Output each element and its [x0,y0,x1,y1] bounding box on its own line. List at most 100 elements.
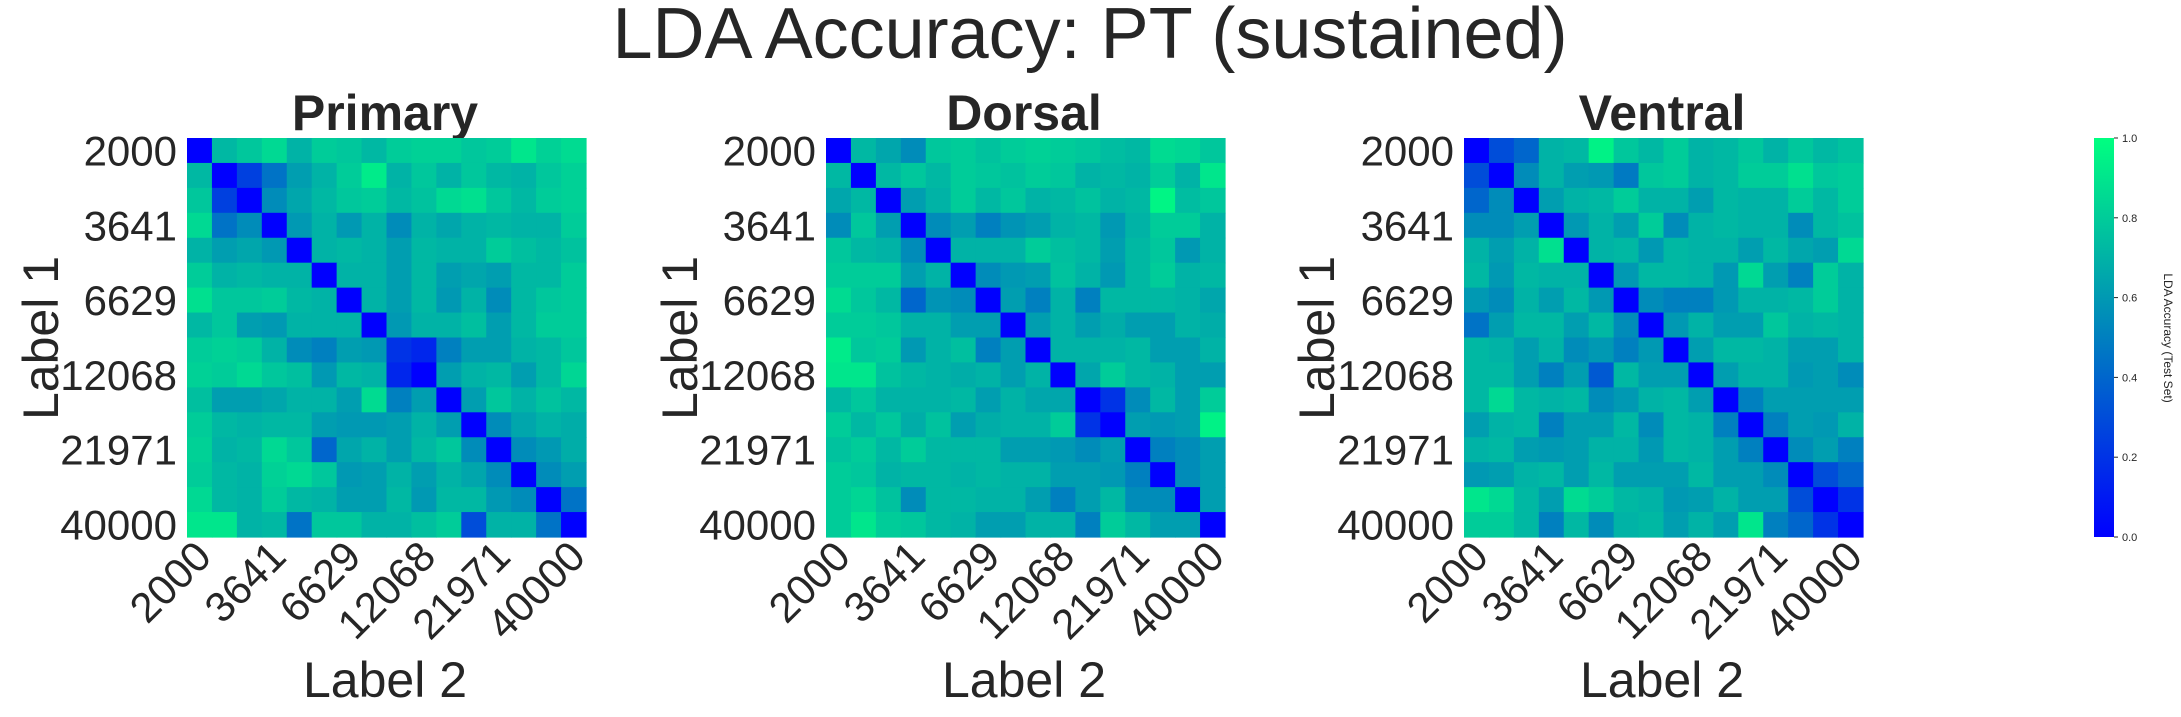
heatmap-cell [1075,187,1101,214]
heatmap-cell [1813,262,1839,289]
heatmap-cell [1464,262,1490,289]
heatmap-cell [1488,412,1515,438]
heatmap-cell [1813,387,1839,413]
heatmap-cell [1464,462,1490,488]
heatmap-cell [336,437,363,463]
heatmap-cell [1050,162,1076,189]
heatmap-cell [486,412,512,438]
heatmap-cell [826,512,852,538]
heatmap-cell [486,187,512,214]
heatmap-cell [925,362,952,388]
heatmap-cell [1738,138,1764,164]
heatmap-cell [1050,412,1076,438]
heatmap-cell [1588,237,1615,264]
heatmap-cell [336,387,363,413]
heatmap-cell [1075,437,1101,463]
heatmap-cell [236,162,263,189]
heatmap-cell [561,287,587,314]
heatmap-cell [1588,362,1615,388]
heatmap-cell [536,387,562,413]
heatmap-cell [1663,412,1690,438]
heatmap-cell [386,237,413,264]
heatmap-cell [211,312,238,339]
heatmap-cell [211,387,238,413]
colorbar-gradient [2094,138,2114,537]
heatmap-cell [1763,162,1789,189]
heatmap-cell [1488,362,1515,388]
heatmap-cell [925,337,952,364]
heatmap-cell [436,312,462,339]
heatmap-cell [875,337,902,364]
heatmap-cell [236,138,263,164]
heatmap-cell [211,337,238,364]
heatmap-cell [211,487,238,513]
heatmap-cell [1563,387,1590,413]
heatmap-cell [1738,237,1764,264]
heatmap-cell [411,287,437,314]
heatmap-cell [975,262,1002,289]
heatmap-cell [386,337,413,364]
heatmap-cell [1713,462,1739,488]
heatmap-cell [361,287,388,314]
heatmap-cell [1788,362,1814,388]
heatmap-cell [1763,187,1789,214]
heatmap-cell [1638,262,1665,289]
heatmap-cell [461,512,487,538]
heatmap-cell [1538,512,1565,538]
heatmap-cell [1738,337,1764,364]
heatmap-cell [1563,487,1590,513]
heatmap-cell [536,362,562,388]
heatmap-cell [1738,162,1764,189]
heatmap-cell [1763,212,1789,239]
heatmap-cell [1663,212,1690,239]
heatmap-cell [1513,462,1540,488]
heatmap-cell [900,512,927,538]
heatmap-cell [1050,312,1076,339]
x-ticklabel: 3641 [195,532,294,631]
heatmap-cell [261,362,288,388]
heatmap-cell [975,412,1002,438]
heatmap-cell [411,237,437,264]
heatmap-cell [1464,187,1490,214]
x-axis-label-primary: Label 2 [303,652,467,708]
heatmap-cell [1588,462,1615,488]
heatmap-cell [211,287,238,314]
heatmap-cell [850,412,877,438]
heatmap-cell [1538,437,1565,463]
heatmap-cell [536,212,562,239]
heatmap-cell [1638,312,1665,339]
heatmap-cell [1075,462,1101,488]
heatmap-cell [211,262,238,289]
heatmap-cell [1588,412,1615,438]
heatmap-cell [1050,362,1076,388]
heatmap-cell [1713,187,1739,214]
heatmap-cell [311,312,338,339]
heatmap-cell [461,412,487,438]
heatmap-cell [411,337,437,364]
heatmap-cell [411,312,437,339]
heatmap-cell [536,337,562,364]
heatmap-cell [1838,337,1864,364]
heatmap-cell [850,212,877,239]
heatmap-cell [1513,287,1540,314]
heatmap-cell [1000,462,1027,488]
heatmap-cell [1563,187,1590,214]
heatmap-cell [1000,437,1027,463]
heatmap-cell [1175,387,1201,413]
heatmap-cell [561,138,587,164]
heatmap-cell [1713,412,1739,438]
heatmap-cell [1663,387,1690,413]
heatmap-cell [1688,362,1714,388]
x-ticklabel: 3641 [1472,532,1571,631]
heatmap-cell [236,412,263,438]
heatmap-cell [561,362,587,388]
heatmap-cell [187,362,213,388]
heatmap-cell [511,262,537,289]
heatmap-cell [900,362,927,388]
heatmap-cell [336,487,363,513]
heatmap-cell [1663,138,1690,164]
heatmap-cell [1613,362,1640,388]
heatmap-cell [361,312,388,339]
heatmap-cell [461,138,487,164]
